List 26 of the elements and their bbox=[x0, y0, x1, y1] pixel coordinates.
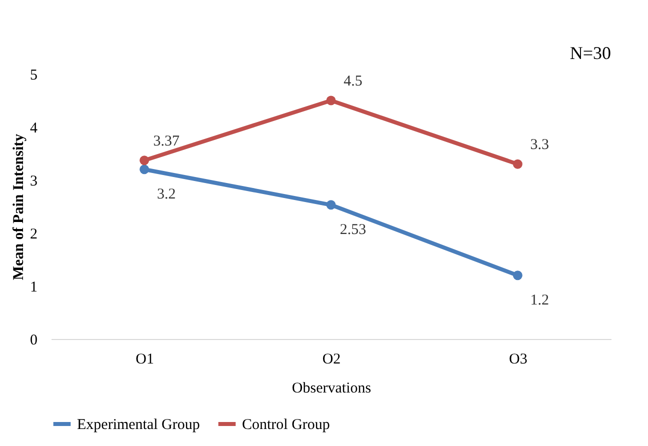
y-tick-label: 3 bbox=[30, 174, 38, 190]
legend-label: Control Group bbox=[242, 417, 330, 433]
data-label: 3.3 bbox=[530, 137, 550, 154]
x-axis-title: Observations bbox=[292, 380, 372, 396]
x-tick-label: O3 bbox=[508, 352, 528, 368]
text: N=30 bbox=[570, 43, 611, 63]
x-tick-label: O1 bbox=[136, 352, 154, 368]
data-label: 2.53 bbox=[340, 222, 366, 238]
point bbox=[326, 96, 336, 106]
data-label: 3.37 bbox=[153, 133, 180, 150]
data-label: 4.5 bbox=[344, 74, 362, 90]
y-tick-label: 1 bbox=[30, 280, 38, 296]
point bbox=[140, 156, 150, 166]
y-tick-label: 4 bbox=[30, 120, 38, 136]
data-label: 1.2 bbox=[530, 292, 550, 308]
y-tick-label: 0 bbox=[30, 332, 38, 348]
point bbox=[512, 159, 522, 169]
y-axis-title: Mean of Pain Intensity bbox=[11, 133, 27, 280]
y-tick-label: 5 bbox=[30, 68, 38, 84]
legend-label: Experimental Group bbox=[77, 417, 200, 433]
point bbox=[140, 164, 150, 174]
point bbox=[512, 270, 522, 280]
y-tick-label: 2 bbox=[30, 226, 38, 242]
data-label: 3.2 bbox=[156, 186, 176, 202]
point bbox=[326, 200, 336, 210]
x-tick-label: O2 bbox=[322, 352, 341, 368]
